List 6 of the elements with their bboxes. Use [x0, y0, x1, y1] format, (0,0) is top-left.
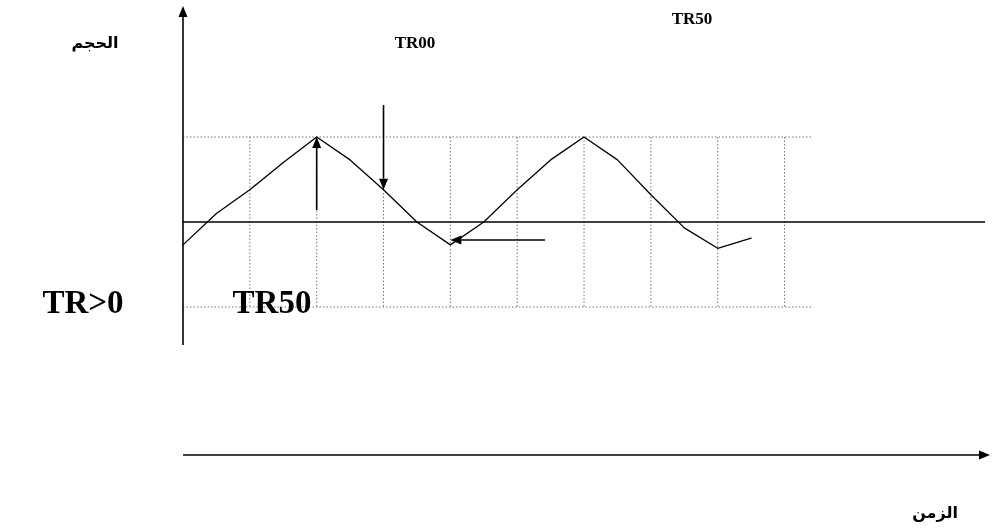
text: TR00	[394, 33, 436, 52]
text: الزمن	[912, 503, 958, 522]
text: الحجم	[71, 33, 119, 52]
text: TR50	[232, 284, 312, 320]
text: TR50	[671, 9, 713, 28]
text: TR>0	[42, 284, 124, 320]
